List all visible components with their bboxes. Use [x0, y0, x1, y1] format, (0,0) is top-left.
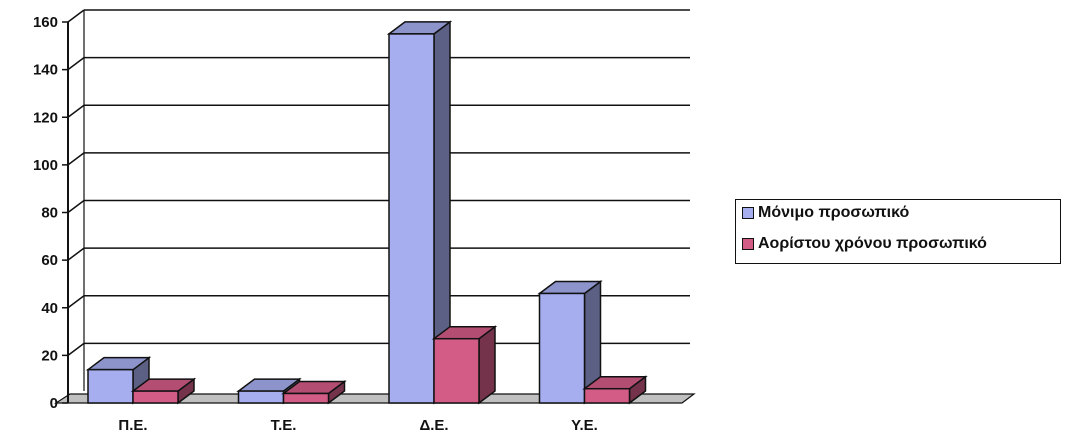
gridline-diag: [67, 104, 85, 118]
bar-side: [478, 325, 496, 405]
gridline-diag: [67, 152, 85, 166]
gridline-diag: [67, 57, 85, 71]
gridline-diag: [67, 247, 85, 261]
bar: [130, 377, 197, 405]
legend-item-indefinite: Αορίστου χρόνου προσωπικό: [742, 235, 987, 253]
bar: [537, 279, 603, 405]
y-tick-label: 20: [41, 347, 58, 364]
legend-label-permanent: Μόνιμο προσωπικό: [758, 204, 910, 221]
bar: [386, 20, 453, 405]
legend-label-indefinite: Αορίστου χρόνου προσωπικό: [758, 235, 987, 252]
y-tick-label: 60: [41, 252, 58, 269]
legend-item-permanent: Μόνιμο προσωπικό: [742, 204, 909, 222]
y-tick-label: 80: [41, 205, 58, 222]
x-category-label: Τ.Ε.: [271, 417, 297, 434]
bar-front: [87, 368, 134, 404]
x-category-label: Υ.Ε.: [571, 417, 598, 434]
y-tick-label: 120: [33, 109, 58, 126]
y-tick-label: 160: [33, 14, 58, 31]
bar: [582, 375, 648, 405]
bar: [431, 325, 498, 405]
y-tick-label: 140: [33, 62, 58, 79]
gridline-diag: [67, 342, 85, 356]
x-axis-labels: Π.Ε. Τ.Ε. Δ.Ε. Υ.Ε.: [118, 417, 597, 434]
gridline-diag: [67, 295, 85, 309]
bar-front: [132, 390, 179, 404]
gridline-diag: [67, 9, 85, 23]
bar-front: [237, 390, 285, 404]
x-category-label: Δ.Ε.: [419, 417, 448, 434]
bars: [85, 20, 648, 405]
x-category-label: Π.Ε.: [118, 417, 147, 434]
bar-front: [388, 33, 435, 404]
gridline-diag: [67, 199, 85, 214]
bar-front: [538, 292, 586, 404]
bar-front: [282, 392, 330, 404]
y-tick-label: 100: [33, 157, 58, 174]
bar-front: [583, 387, 631, 404]
gridlines: [67, 9, 690, 356]
y-tick-label: 40: [41, 300, 58, 317]
bar-front: [433, 337, 480, 404]
bar: [281, 379, 347, 405]
y-tick-label: 0: [50, 395, 58, 412]
y-axis: 0 20 40 60 80 100 120 140 160: [33, 10, 85, 412]
legend-swatch-indefinite: [742, 238, 754, 250]
legend: Μόνιμο προσωπικό Αορίστου χρόνου προσωπι…: [735, 199, 1061, 264]
legend-swatch-permanent: [742, 207, 754, 219]
